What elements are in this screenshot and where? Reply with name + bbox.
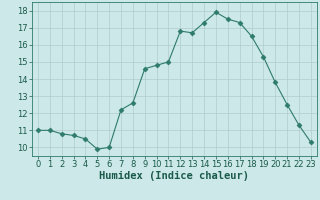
X-axis label: Humidex (Indice chaleur): Humidex (Indice chaleur) <box>100 171 249 181</box>
